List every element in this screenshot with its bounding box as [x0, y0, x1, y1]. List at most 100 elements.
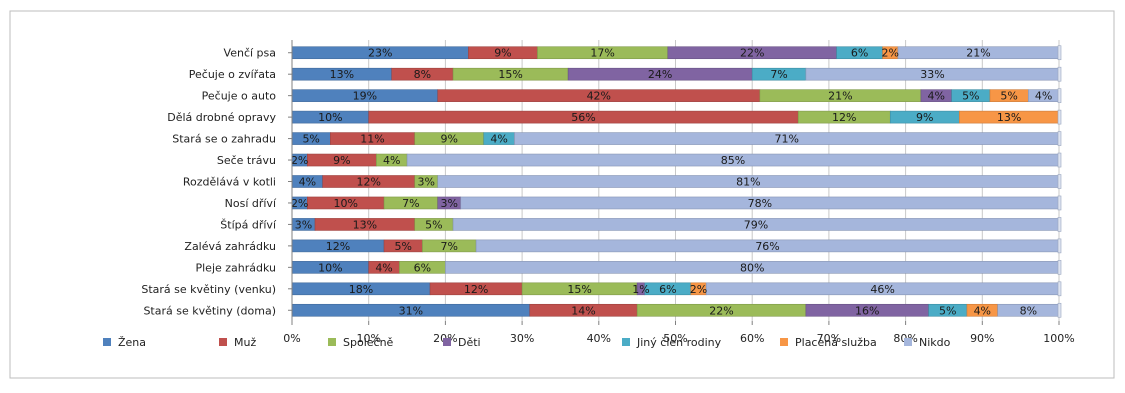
data-label: 11% — [360, 133, 384, 146]
data-label: 5% — [425, 218, 442, 231]
data-label: 13% — [353, 218, 377, 231]
data-label: 9% — [441, 133, 458, 146]
category-label: Stará se květiny (venku) — [141, 283, 276, 296]
bar-end-cap — [1057, 131, 1062, 146]
data-label: 79% — [744, 218, 768, 231]
axes: 0%10%20%30%40%50%60%70%80%90%100%Venčí p… — [141, 40, 1075, 345]
data-label: 4% — [490, 133, 507, 146]
data-label: 56% — [571, 111, 595, 124]
x-tick-label: 10% — [356, 332, 380, 345]
data-label: 21% — [966, 47, 990, 60]
data-label: 31% — [399, 304, 423, 317]
legend-swatch — [219, 338, 227, 346]
data-label: 10% — [333, 197, 357, 210]
data-label: 21% — [828, 90, 852, 103]
bar-end-cap — [1057, 260, 1062, 275]
legend-swatch — [103, 338, 111, 346]
data-label: 23% — [368, 47, 392, 60]
category-label: Stará se o zahradu — [172, 133, 276, 146]
category-label: Dělá drobné opravy — [167, 111, 276, 124]
data-label: 2% — [291, 154, 308, 167]
data-label: 6% — [851, 47, 868, 60]
data-label: 8% — [414, 68, 431, 81]
bar-end-cap — [1057, 152, 1062, 168]
data-label: 5% — [302, 133, 319, 146]
legend-label: Společně — [343, 336, 394, 349]
data-label: 22% — [740, 47, 764, 60]
category-label: Pečuje o auto — [202, 90, 277, 103]
bar-end-cap — [1057, 238, 1062, 254]
legend-swatch — [443, 338, 451, 346]
data-label: 4% — [375, 261, 392, 274]
data-label: 10% — [318, 111, 342, 124]
data-label: 4% — [928, 90, 945, 103]
data-label: 4% — [383, 154, 400, 167]
category-label: Pleje zahrádku — [195, 261, 276, 274]
category-label: Venčí psa — [224, 47, 276, 60]
data-label: 4% — [299, 176, 316, 189]
legend: Žena Muž Společně Děti Jiný člen rodiny Place… — [103, 336, 951, 349]
data-label: 3% — [295, 218, 312, 231]
x-tick-label: 0% — [283, 332, 300, 345]
legend-swatch — [780, 338, 788, 346]
legend-swatch — [328, 338, 336, 346]
data-label: 15% — [498, 68, 522, 81]
data-label: 13% — [997, 111, 1021, 124]
data-label: 5% — [962, 90, 979, 103]
data-label: 80% — [740, 261, 764, 274]
legend-label: Děti — [458, 336, 481, 349]
data-label: 81% — [736, 176, 760, 189]
data-label: 17% — [590, 47, 614, 60]
data-label: 6% — [659, 283, 676, 296]
legend-label: Muž — [234, 336, 256, 349]
legend-label: Jiný člen rodiny — [636, 336, 722, 349]
data-label: 10% — [318, 261, 342, 274]
legend-swatch — [904, 338, 912, 346]
data-label: 24% — [648, 68, 672, 81]
data-label: 4% — [1035, 90, 1052, 103]
data-label: 33% — [920, 68, 944, 81]
data-label: 46% — [870, 283, 894, 296]
bar-end-cap — [1057, 88, 1062, 103]
data-label: 14% — [571, 304, 595, 317]
data-label: 7% — [441, 240, 458, 253]
x-tick-label: 100% — [1043, 332, 1074, 345]
category-label: Rozdělává v kotli — [183, 176, 276, 189]
data-label: 6% — [414, 261, 431, 274]
legend-label: Nikdo — [919, 336, 951, 349]
x-tick-label: 30% — [510, 332, 534, 345]
data-label: 9% — [333, 154, 350, 167]
data-label: 7% — [770, 68, 787, 81]
data-label: 8% — [1020, 304, 1037, 317]
data-label: 3% — [417, 176, 434, 189]
category-label: Zalévá zahrádku — [184, 240, 276, 253]
data-label: 5% — [939, 304, 956, 317]
bar-end-cap — [1057, 281, 1062, 297]
legend-label: Placená služba — [795, 336, 877, 349]
bar-end-cap — [1057, 217, 1062, 232]
data-label: 71% — [774, 133, 798, 146]
data-label: 2% — [291, 197, 308, 210]
data-label: 12% — [464, 283, 488, 296]
data-label: 12% — [356, 176, 380, 189]
bar-end-cap — [1057, 66, 1062, 82]
x-tick-label: 50% — [663, 332, 687, 345]
data-label: 78% — [748, 197, 772, 210]
data-label: 42% — [587, 90, 611, 103]
data-label: 22% — [709, 304, 733, 317]
data-label: 76% — [755, 240, 779, 253]
data-label: 1% — [632, 283, 649, 296]
data-label: 3% — [441, 197, 458, 210]
data-label: 85% — [721, 154, 745, 167]
category-label: Stará se květiny (doma) — [143, 304, 276, 317]
data-label: 7% — [402, 197, 419, 210]
category-label: Nosí dříví — [225, 197, 277, 210]
data-label: 5% — [1000, 90, 1017, 103]
data-label: 16% — [855, 304, 879, 317]
data-label: 15% — [567, 283, 591, 296]
bars: 23% 9% 17% 22% 6% 2% 21% 13% 8% 15% 24% 7% 33% 19% 42%… — [291, 45, 1062, 318]
bar-end-cap — [1057, 302, 1062, 318]
x-tick-label: 60% — [740, 332, 764, 345]
